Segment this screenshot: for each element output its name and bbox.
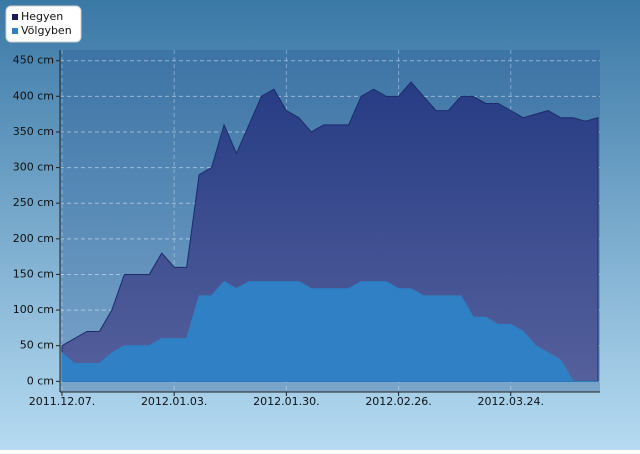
y-tick-label: 0 cm [27,374,54,387]
y-tick-label: 150 cm [13,267,54,280]
legend-box [5,5,82,43]
y-tick-label: 300 cm [13,161,54,174]
x-tick-label: 2011.12.07. [29,395,95,408]
x-tick-label: 2012.01.30. [253,395,319,408]
y-tick-label: 50 cm [20,339,54,352]
legend-label: Hegyen [21,10,63,23]
y-tick-label: 350 cm [13,125,54,138]
legend-swatch [12,28,18,34]
legend-label: Völgyben [21,24,72,37]
y-tick-label: 200 cm [13,232,54,245]
y-tick-label: 100 cm [13,303,54,316]
x-tick-label: 2012.01.03. [141,395,207,408]
x-tick-label: 2012.02.26. [365,395,431,408]
y-tick-label: 400 cm [13,89,54,102]
x-tick-label: 2012.03.24. [478,395,544,408]
legend-swatch [12,14,18,20]
y-tick-label: 450 cm [13,54,54,67]
y-tick-label: 250 cm [13,196,54,209]
area [61,280,598,382]
